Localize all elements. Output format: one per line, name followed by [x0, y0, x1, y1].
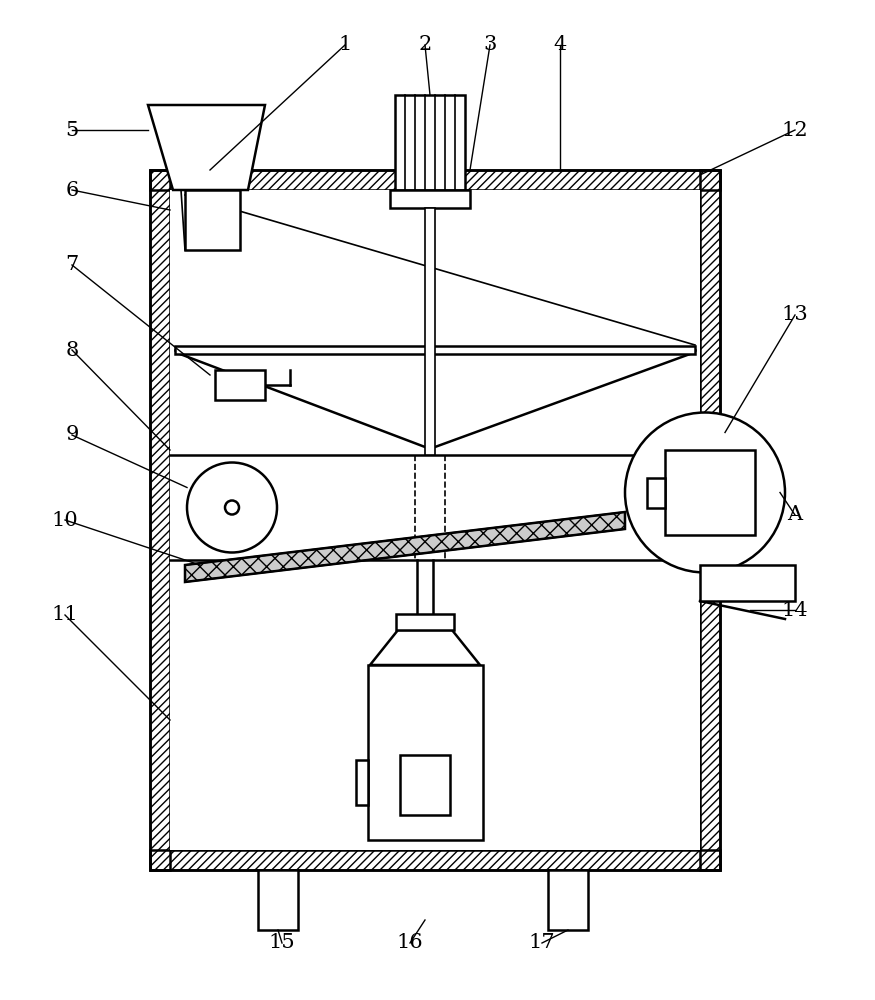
- Bar: [368, 665, 483, 840]
- Bar: [150, 170, 720, 190]
- Bar: [150, 170, 720, 870]
- Text: 9: 9: [66, 426, 79, 444]
- Text: 15: 15: [269, 934, 296, 952]
- Text: 17: 17: [528, 934, 556, 952]
- Text: A: A: [788, 506, 802, 524]
- Bar: [400, 755, 450, 815]
- Text: 4: 4: [553, 35, 567, 54]
- Text: 2: 2: [418, 35, 431, 54]
- Bar: [215, 370, 265, 400]
- Bar: [175, 346, 695, 354]
- Circle shape: [225, 500, 239, 514]
- Circle shape: [625, 412, 785, 572]
- Text: 8: 8: [66, 340, 79, 360]
- Bar: [150, 850, 720, 870]
- Text: 3: 3: [483, 35, 497, 54]
- Polygon shape: [370, 630, 480, 665]
- Bar: [700, 170, 720, 870]
- Text: 16: 16: [396, 934, 424, 952]
- Text: 13: 13: [781, 306, 808, 324]
- Bar: [258, 870, 298, 930]
- Bar: [170, 190, 700, 850]
- Text: 6: 6: [66, 180, 79, 200]
- Bar: [396, 614, 454, 630]
- Bar: [548, 870, 588, 930]
- Bar: [665, 450, 755, 534]
- Text: 11: 11: [52, 605, 79, 624]
- Bar: [150, 170, 170, 870]
- Polygon shape: [185, 512, 625, 582]
- Circle shape: [187, 462, 277, 552]
- Bar: [150, 170, 720, 870]
- Bar: [150, 170, 170, 870]
- Bar: [700, 565, 795, 601]
- Bar: [647, 478, 665, 508]
- Text: 12: 12: [781, 120, 808, 139]
- Bar: [390, 190, 470, 208]
- Bar: [150, 850, 720, 870]
- Text: 7: 7: [66, 255, 79, 274]
- Bar: [185, 190, 240, 250]
- Bar: [425, 208, 435, 455]
- Text: 14: 14: [781, 600, 808, 619]
- Text: 5: 5: [66, 120, 79, 139]
- Bar: [356, 760, 368, 805]
- Polygon shape: [148, 105, 265, 190]
- Text: 1: 1: [339, 35, 352, 54]
- Bar: [395, 95, 465, 190]
- Bar: [150, 170, 720, 190]
- Text: 10: 10: [52, 510, 79, 530]
- Bar: [700, 170, 720, 870]
